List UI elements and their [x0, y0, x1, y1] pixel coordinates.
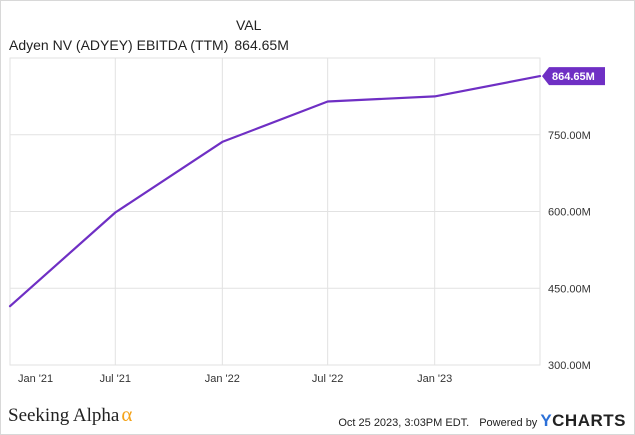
x-tick-labels: Jan '21 Jul '21 Jan '22 Jul '22 Jan '23 — [18, 373, 452, 385]
y-tick-label: 600.00M — [548, 207, 591, 219]
series-line — [8, 74, 542, 308]
ycharts-logo: YCHARTS — [540, 411, 626, 430]
column-header: VAL — [236, 17, 262, 33]
series-value: 864.65M — [234, 37, 289, 53]
last-value-badge-text: 864.65M — [552, 71, 595, 83]
footer-credits: Oct 25 2023, 3:03PM EDT. Powered by YCHART… — [338, 411, 626, 431]
series-line-group — [8, 74, 542, 308]
y-tick-label: 450.00M — [548, 283, 591, 295]
seeking-alpha-logo: Seeking Alphaα — [8, 402, 132, 427]
x-tick-label: Jan '22 — [205, 373, 240, 385]
x-tick-label: Jan '23 — [417, 373, 452, 385]
x-tick-label: Jul '21 — [100, 373, 131, 385]
alpha-symbol: α — [121, 402, 133, 426]
ycharts-y: Y — [540, 411, 553, 430]
y-tick-label: 300.00M — [548, 360, 591, 372]
x-tick-label: Jan '21 — [18, 373, 53, 385]
series-legend-row: Adyen NV (ADYEY) EBITDA (TTM) 864.65M — [9, 37, 289, 53]
brand-name: Seeking Alpha — [8, 405, 120, 426]
x-tick-label: Jul '22 — [312, 373, 343, 385]
last-value-badge: 864.65M — [542, 67, 605, 86]
last-value-badge-shape — [542, 67, 605, 86]
chart-plot: 300.00M 450.00M 600.00M 750.00M Jan '21 Jul … — [8, 57, 605, 385]
grid-lines — [9, 57, 541, 366]
timestamp: Oct 25 2023, 3:03PM EDT. — [338, 417, 470, 429]
y-tick-labels: 300.00M 450.00M 600.00M 750.00M — [548, 130, 591, 372]
powered-by-text: Powered by — [479, 417, 538, 429]
series-label: Adyen NV (ADYEY) EBITDA (TTM) — [9, 37, 229, 53]
y-tick-label: 750.00M — [548, 130, 591, 142]
ycharts-wordmark: CHARTS — [552, 411, 626, 430]
